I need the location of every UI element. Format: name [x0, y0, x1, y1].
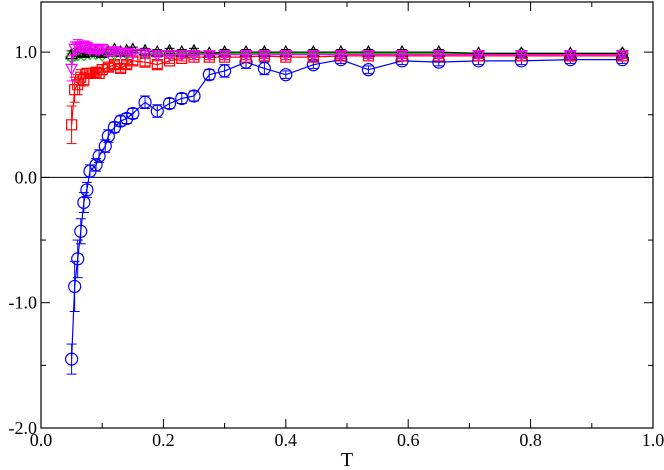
series-line	[71, 55, 623, 125]
data-point	[257, 50, 271, 62]
x-axis-label: T	[341, 449, 353, 470]
data-point	[239, 50, 253, 62]
data-point	[162, 96, 177, 111]
y-tick-label: 1.0	[15, 42, 38, 62]
data-point	[68, 279, 82, 294]
data-point	[64, 352, 79, 366]
data-point	[175, 50, 189, 62]
series-1	[64, 53, 630, 375]
data-point	[92, 149, 106, 163]
y-tick-label: -2.0	[9, 418, 38, 438]
series-line	[71, 59, 623, 360]
x-tick-label: 0.0	[30, 430, 53, 450]
data-point	[95, 43, 109, 56]
y-tick-label: 0.0	[15, 167, 38, 187]
data-point	[472, 50, 486, 62]
data-point	[218, 50, 232, 62]
data-point	[77, 195, 91, 210]
data-point	[126, 48, 140, 61]
x-tick-labels: 0.0 0.2 0.4 0.6 0.8 1.0	[30, 430, 664, 450]
data-point	[514, 46, 529, 61]
data-point	[108, 59, 121, 71]
data-point	[615, 46, 630, 61]
data-point	[361, 50, 375, 62]
data-point	[563, 50, 577, 62]
x-tick-label: 0.2	[152, 430, 175, 450]
data-point	[101, 129, 115, 143]
data-point	[218, 64, 232, 78]
data-point	[432, 50, 446, 62]
data-point	[615, 50, 629, 62]
data-point	[93, 67, 105, 80]
data-point	[187, 50, 201, 62]
data-point	[151, 59, 163, 71]
y-tick-labels: -2.0 -1.0 0.0 1.0	[9, 42, 38, 438]
data-point	[279, 68, 293, 82]
data-point	[150, 50, 164, 62]
data-point	[279, 50, 293, 62]
data-point	[138, 95, 152, 109]
x-tick-label: 0.8	[519, 430, 542, 450]
data-point	[138, 48, 152, 61]
data-point	[361, 63, 376, 77]
x-tick-label: 0.6	[397, 430, 420, 450]
x-tick-label: 0.4	[275, 430, 298, 450]
y-tick-label: -1.0	[9, 293, 38, 313]
data-point	[98, 139, 112, 153]
data-point	[80, 183, 94, 197]
data-point	[74, 224, 88, 238]
data-point	[187, 89, 201, 103]
data-point	[217, 46, 232, 61]
data-point	[202, 68, 216, 82]
data-point	[361, 46, 376, 61]
data-point	[89, 158, 103, 172]
data-point	[431, 46, 446, 61]
data-point	[257, 46, 272, 61]
series-2	[66, 50, 628, 145]
series-5	[65, 39, 629, 82]
data-point	[71, 252, 85, 266]
data-point	[306, 50, 320, 62]
x-tick-label: 1.0	[642, 430, 664, 450]
data-point	[126, 106, 140, 121]
data-point	[257, 61, 271, 76]
data-point	[514, 50, 528, 62]
plot-area	[40, 1, 654, 429]
data-point	[163, 50, 177, 62]
data-point	[175, 91, 189, 106]
data-point	[65, 63, 79, 76]
data-point	[306, 46, 321, 61]
data-point	[150, 104, 164, 118]
data-point	[66, 119, 78, 131]
data-point	[334, 50, 348, 62]
data-point	[202, 50, 216, 62]
data-point	[395, 50, 409, 62]
